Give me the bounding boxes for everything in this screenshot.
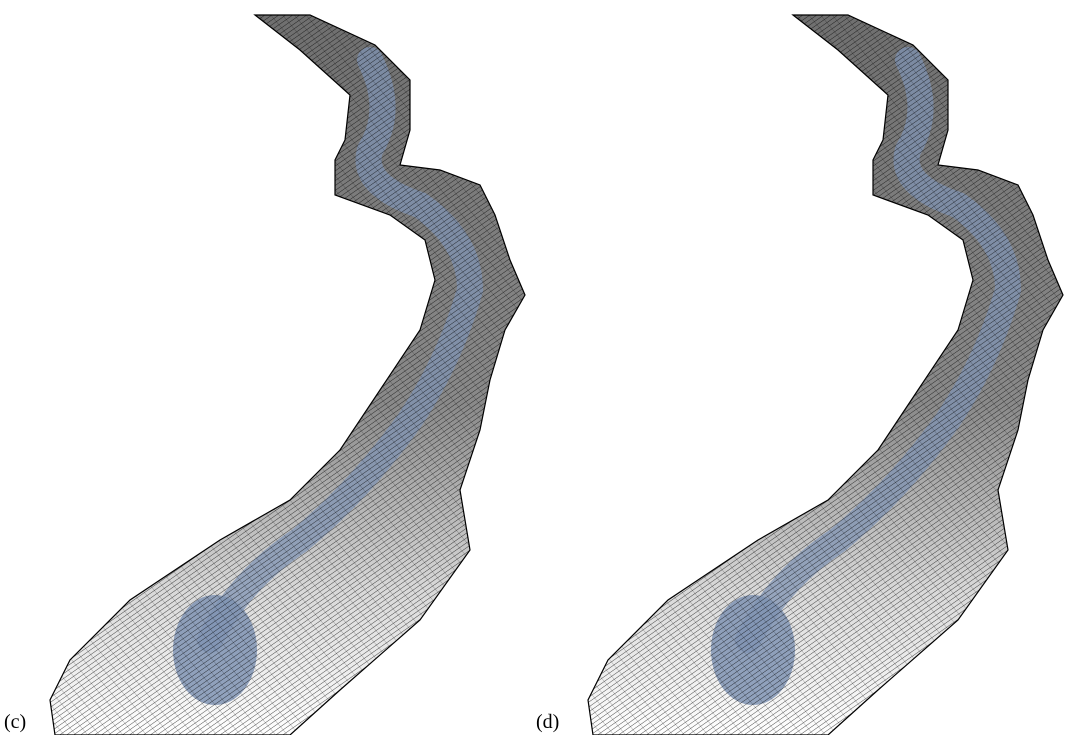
panel-d-mesh [538, 0, 1075, 735]
panel-label: (c) [4, 711, 26, 733]
panel-c-mesh [0, 0, 540, 735]
panel-label: (d) [536, 711, 559, 733]
